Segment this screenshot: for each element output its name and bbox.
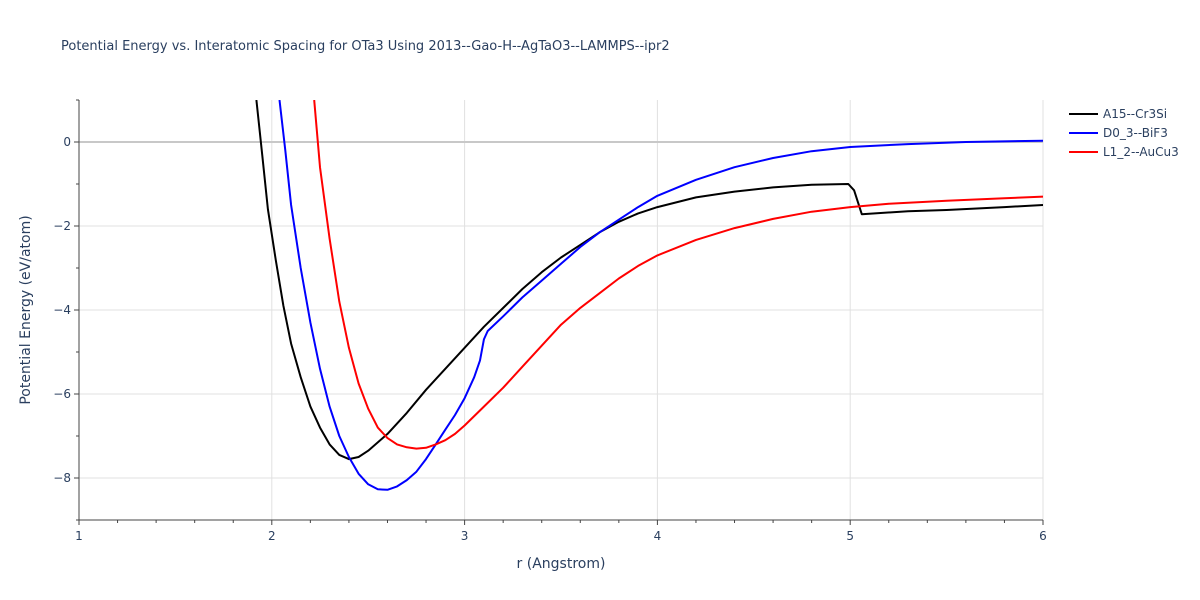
- y-tick-label: −6: [53, 387, 71, 401]
- x-tick-label: 1: [75, 529, 83, 543]
- x-axis-title: r (Angstrom): [517, 556, 606, 572]
- y-tick-label: −8: [53, 471, 71, 485]
- y-axis-title: Potential Energy (eV/atom): [18, 215, 34, 404]
- legend[interactable]: A15--Cr3Si D0_3--BiF3 L1_2--AuCu3: [1069, 107, 1179, 159]
- x-axis-ticks: 1 2 3 4 5 6: [75, 520, 1047, 543]
- x-tick-label: 2: [268, 529, 276, 543]
- x-tick-label: 4: [654, 529, 662, 543]
- legend-item[interactable]: D0_3--BiF3: [1069, 126, 1168, 140]
- legend-label: L1_2--AuCu3: [1103, 145, 1179, 159]
- y-tick-label: 0: [63, 135, 71, 149]
- series-line-0: [255, 100, 1043, 461]
- series-layer: [255, 100, 1043, 491]
- y-tick-label: −2: [53, 219, 71, 233]
- legend-label: D0_3--BiF3: [1103, 126, 1168, 140]
- legend-item[interactable]: A15--Cr3Si: [1069, 107, 1167, 121]
- legend-label: A15--Cr3Si: [1103, 107, 1167, 121]
- series-line-2: [313, 100, 1043, 450]
- grid-lines: [79, 100, 1044, 520]
- series-line-1: [278, 100, 1043, 491]
- y-tick-label: −4: [53, 303, 71, 317]
- legend-item[interactable]: L1_2--AuCu3: [1069, 145, 1179, 159]
- x-tick-label: 5: [846, 529, 854, 543]
- x-tick-label: 3: [461, 529, 469, 543]
- chart-title: Potential Energy vs. Interatomic Spacing…: [61, 39, 670, 54]
- y-axis-ticks: 0 −2 −4 −6 −8: [53, 99, 79, 521]
- x-tick-label: 6: [1039, 529, 1047, 543]
